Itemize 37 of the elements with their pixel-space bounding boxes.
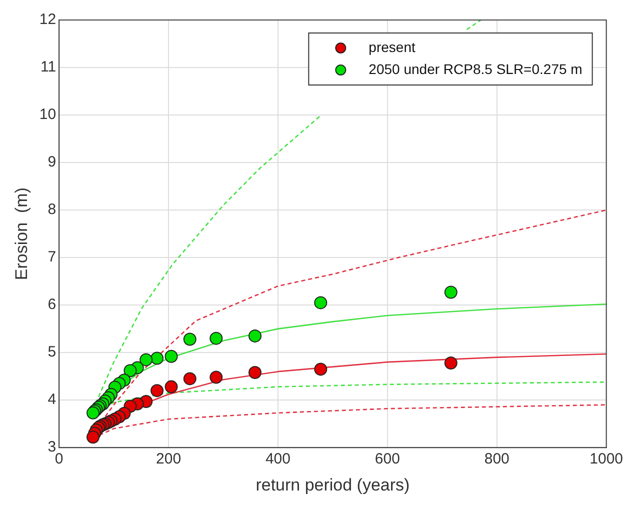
y-tick-label: 3 bbox=[48, 438, 56, 456]
y-axis-title: Erosion (m) bbox=[12, 188, 31, 280]
point bbox=[248, 329, 262, 342]
y-tick-label: 7 bbox=[48, 248, 56, 266]
legend-label: present bbox=[368, 38, 416, 55]
x-axis-title: return period (years) bbox=[256, 475, 410, 494]
point bbox=[314, 296, 328, 310]
y-tick-label: 5 bbox=[48, 344, 56, 361]
x-tick-label: 800 bbox=[484, 450, 510, 468]
x-tick-label: 400 bbox=[265, 450, 290, 468]
point bbox=[183, 372, 196, 386]
point bbox=[210, 332, 223, 345]
y-tick-label: 6 bbox=[48, 296, 56, 314]
x-tick-label: 0 bbox=[54, 450, 64, 468]
x-tick-label: 600 bbox=[374, 450, 400, 468]
point bbox=[444, 356, 458, 370]
y-tick-label: 9 bbox=[48, 154, 56, 171]
y-tick-label: 11 bbox=[40, 58, 56, 76]
x-tick-label: 1000 bbox=[590, 450, 624, 468]
point bbox=[314, 362, 328, 376]
point bbox=[164, 350, 178, 363]
x-tick-label: 200 bbox=[156, 450, 182, 468]
point bbox=[164, 380, 178, 394]
legend-label: 2050 under RCP8.5 SLR=0.275 m bbox=[368, 60, 582, 77]
point bbox=[86, 430, 100, 444]
point bbox=[150, 352, 164, 365]
point bbox=[124, 364, 137, 378]
point bbox=[150, 384, 164, 398]
point bbox=[210, 370, 223, 384]
y-tick-label: 10 bbox=[39, 106, 56, 124]
y-tick-label: 8 bbox=[48, 201, 56, 218]
point bbox=[444, 286, 458, 299]
point bbox=[248, 366, 262, 380]
y-tick-label: 4 bbox=[48, 391, 56, 408]
y-tick-label: 12 bbox=[39, 11, 56, 28]
point bbox=[183, 332, 196, 346]
point bbox=[140, 353, 153, 366]
